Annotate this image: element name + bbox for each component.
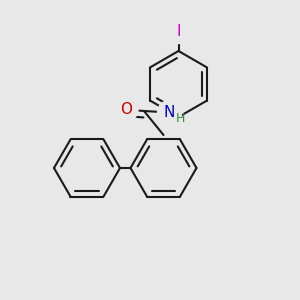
- Circle shape: [114, 98, 138, 122]
- Text: N: N: [164, 105, 175, 120]
- Text: O: O: [120, 102, 132, 117]
- Text: H: H: [175, 112, 185, 125]
- Circle shape: [158, 100, 182, 124]
- Circle shape: [167, 20, 191, 44]
- Text: I: I: [176, 24, 181, 39]
